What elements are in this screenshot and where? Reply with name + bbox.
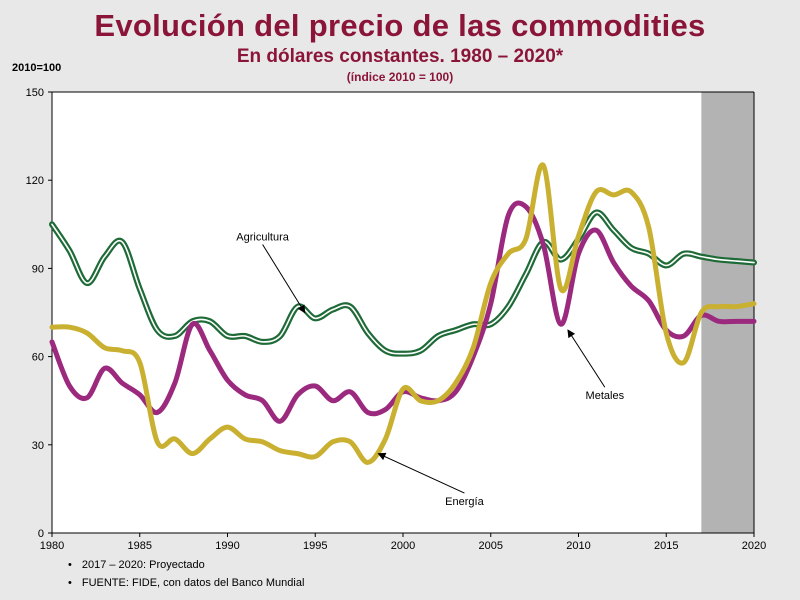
plot-area — [52, 92, 754, 533]
annotation-arrow — [262, 244, 306, 314]
annotation-arrow — [567, 329, 606, 388]
y-tick-label: 90 — [32, 263, 44, 275]
chart-subtitle: En dólares constantes. 1980 – 2020* — [236, 46, 564, 67]
y-tick-label: 30 — [32, 440, 44, 452]
x-tick-label: 2015 — [654, 540, 678, 552]
annotation-arrow — [377, 452, 465, 494]
footnote-projection: 2017 – 2020: Proyectado — [68, 556, 304, 574]
x-tick-label: 2020 — [742, 540, 766, 552]
y-tick-label: 120 — [26, 175, 44, 187]
x-tick-label: 2010 — [566, 540, 590, 552]
x-tick-label: 2000 — [391, 540, 415, 552]
chart-title: Evolución del precio de las commodities — [94, 8, 706, 43]
y-axis-label: 2010=100 — [12, 62, 62, 74]
y-tick-label: 0 — [38, 528, 44, 540]
series-line-agricultura-inner — [51, 211, 755, 355]
annotation-label: Agricultura — [236, 231, 289, 243]
chart-subtitle-index: (índice 2010 = 100) — [346, 70, 454, 84]
x-tick-label: 2005 — [479, 540, 503, 552]
footnote-source: FUENTE: FIDE, con datos del Banco Mundia… — [68, 574, 305, 592]
x-tick-label: 1990 — [215, 540, 239, 552]
series-line-energia — [49, 162, 757, 465]
y-tick-label: 150 — [26, 87, 44, 99]
footnotes: 2017 – 2020: Proyectado FUENTE: FIDE, co… — [68, 556, 305, 592]
projection-band — [701, 92, 754, 533]
x-tick-label: 1995 — [303, 540, 327, 552]
y-tick-label: 60 — [32, 352, 44, 364]
x-tick-label: 1985 — [128, 540, 152, 552]
annotation-label: Energía — [445, 496, 484, 508]
x-tick-label: 1980 — [40, 540, 64, 552]
annotation-label: Metales — [586, 390, 625, 402]
series-line-metales — [49, 200, 757, 424]
